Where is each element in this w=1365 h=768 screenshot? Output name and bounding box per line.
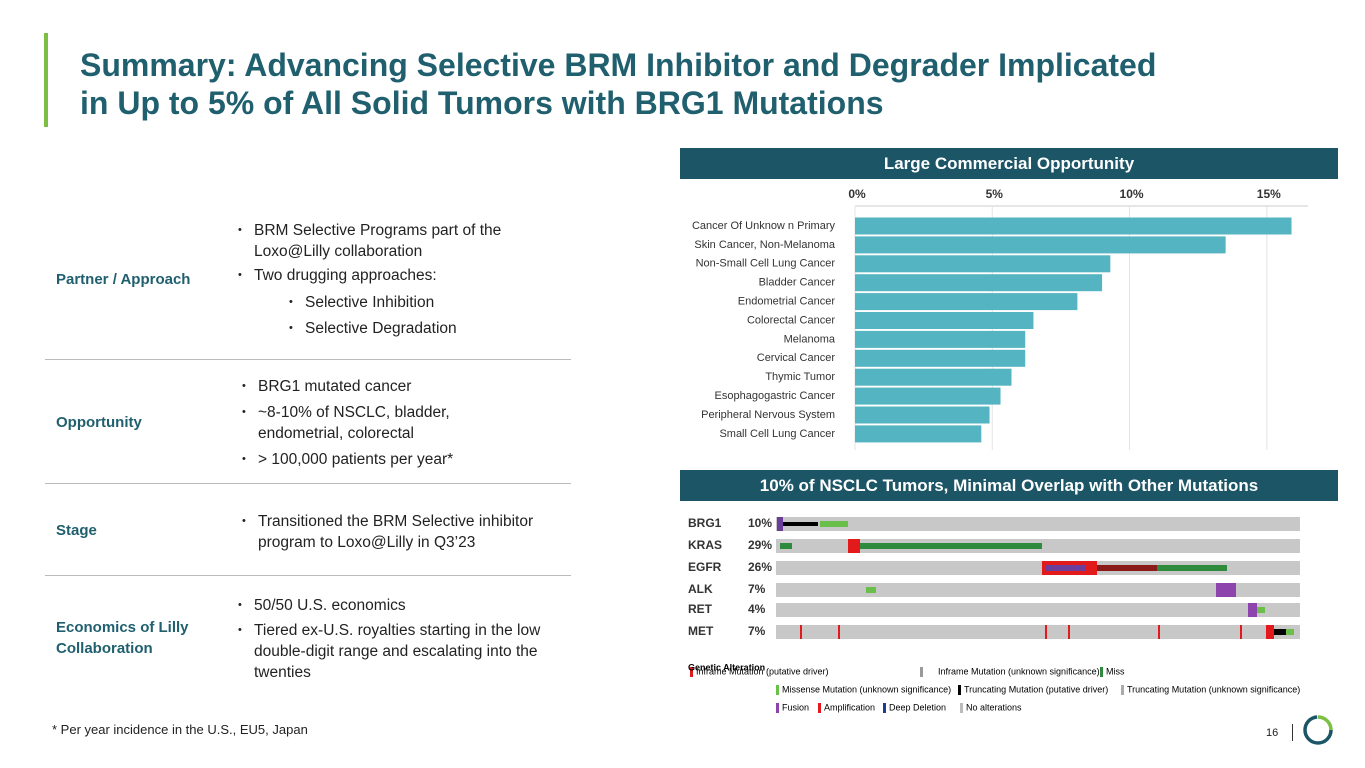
bar (855, 425, 982, 443)
bullet: Transitioned the BRM Selective inhibitor… (242, 511, 568, 553)
gene-percent: 4% (748, 602, 766, 616)
category-label: Cancer Of Unknow n Primary (692, 220, 836, 232)
section-banner: Large Commercial Opportunity (680, 148, 1338, 179)
sub-bullet: Selective Inhibition (289, 292, 615, 313)
x-tick-label: 0% (848, 187, 866, 201)
bar (855, 368, 1012, 386)
category-label: Melanoma (784, 333, 836, 345)
gene-label: MET (688, 624, 714, 638)
title-line: in Up to 5% of All Solid Tumors with BRG… (80, 85, 884, 121)
category-label: Thymic Tumor (765, 371, 835, 383)
x-tick-label: 5% (986, 187, 1004, 201)
category-label: Colorectal Cancer (747, 314, 835, 326)
bar (855, 293, 1078, 311)
gene-percent: 29% (748, 538, 772, 552)
footnote: * Per year incidence in the U.S., EU5, J… (52, 722, 308, 737)
bullet: 50/50 U.S. economics (238, 595, 564, 616)
gene-label: ALK (688, 582, 713, 596)
bullet: ~8-10% of NSCLC, bladder, endometrial, c… (242, 402, 498, 444)
gene-label: BRG1 (688, 516, 722, 530)
category-label: Esophagogastric Cancer (715, 390, 836, 402)
row-label: Economics of Lilly Collaboration (56, 619, 189, 657)
bar (855, 274, 1103, 292)
legend-item: No alterations (966, 702, 1022, 712)
legend-item: Fusion (782, 702, 809, 712)
bullet: BRM Selective Programs part of the Loxo@… (238, 220, 564, 262)
bar (855, 330, 1026, 348)
row-label: Stage (56, 522, 97, 539)
bar (855, 217, 1292, 235)
divider (45, 483, 571, 484)
divider (45, 359, 571, 360)
category-label: Cervical Cancer (757, 352, 836, 364)
gene-percent: 7% (748, 624, 766, 638)
legend-item: Amplification (824, 702, 875, 712)
bullet: Two drugging approaches: (238, 265, 564, 286)
oncoprint: BRG1 10% KRAS 29% EGFR 26% ALK 7% RET 4% MET 7% Gene… (688, 516, 1300, 713)
accent-bar (44, 33, 48, 127)
bar (855, 387, 1001, 405)
slide-title: Summary: Advancing Selective BRM Inhibit… (80, 46, 1156, 122)
bar (855, 236, 1226, 254)
section-banner: 10% of NSCLC Tumors, Minimal Overlap wit… (680, 470, 1338, 501)
gene-label: EGFR (688, 560, 722, 574)
bullet: Tiered ex-U.S. royalties starting in the… (238, 620, 544, 683)
x-tick-label: 10% (1120, 187, 1144, 201)
bullet: BRG1 mutated cancer (242, 376, 568, 397)
category-label: Bladder Cancer (759, 277, 836, 289)
legend-item: Deep Deletion (889, 702, 946, 712)
oncoprint-marks (690, 517, 1300, 713)
legend-item: Inframe Mutation (putative driver) (696, 666, 829, 676)
page-number: 16 (1266, 727, 1279, 739)
legend-item: Truncating Mutation (putative driver) (964, 684, 1108, 694)
legend-item: Inframe Mutation (unknown significance) (938, 666, 1100, 676)
gene-percent: 26% (748, 560, 772, 574)
bar (855, 255, 1111, 273)
bar-chart: 0% 5% 10% 15% Cancer Of Unknow n Primary Skin… (692, 187, 1308, 450)
x-tick-label: 15% (1257, 187, 1281, 201)
row-label: Opportunity (56, 414, 142, 431)
bar (855, 312, 1034, 329)
legend-item: Missense Mutation (unknown significance) (782, 684, 951, 694)
category-label: Endometrial Cancer (738, 296, 836, 308)
title-line: Summary: Advancing Selective BRM Inhibit… (80, 47, 1157, 83)
legend-item: Truncating Mutation (unknown significanc… (1127, 684, 1300, 694)
gene-label: KRAS (688, 538, 722, 552)
legend-title: Genetic Alteration (688, 662, 765, 672)
divider (45, 575, 571, 576)
separator (1292, 724, 1293, 741)
gene-percent: 7% (748, 582, 766, 596)
category-label: Small Cell Lung Cancer (719, 428, 835, 440)
category-label: Peripheral Nervous System (701, 409, 835, 421)
bar (855, 406, 990, 424)
bullet: > 100,000 patients per year* (242, 449, 568, 470)
row-label: Partner / Approach (56, 271, 191, 288)
category-label: Skin Cancer, Non-Melanoma (694, 239, 836, 251)
bar (855, 349, 1026, 367)
logo (1303, 715, 1333, 745)
gene-label: RET (688, 602, 713, 616)
gene-percent: 10% (748, 516, 772, 530)
legend-item: Miss (1106, 666, 1125, 676)
sub-bullet: Selective Degradation (289, 318, 615, 339)
category-label: Non-Small Cell Lung Cancer (696, 258, 836, 270)
